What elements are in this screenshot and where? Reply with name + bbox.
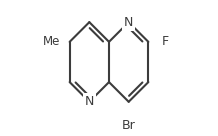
Text: N: N xyxy=(85,95,94,108)
Text: F: F xyxy=(162,35,169,48)
Text: N: N xyxy=(124,16,133,29)
Text: Me: Me xyxy=(43,35,60,48)
Text: Br: Br xyxy=(122,119,136,132)
